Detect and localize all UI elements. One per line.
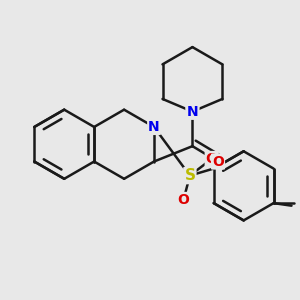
- Text: S: S: [184, 168, 195, 183]
- Text: N: N: [187, 105, 198, 118]
- Text: O: O: [178, 193, 189, 207]
- Text: N: N: [148, 120, 160, 134]
- Text: O: O: [212, 154, 224, 169]
- Text: N: N: [187, 105, 198, 118]
- Text: O: O: [206, 152, 218, 166]
